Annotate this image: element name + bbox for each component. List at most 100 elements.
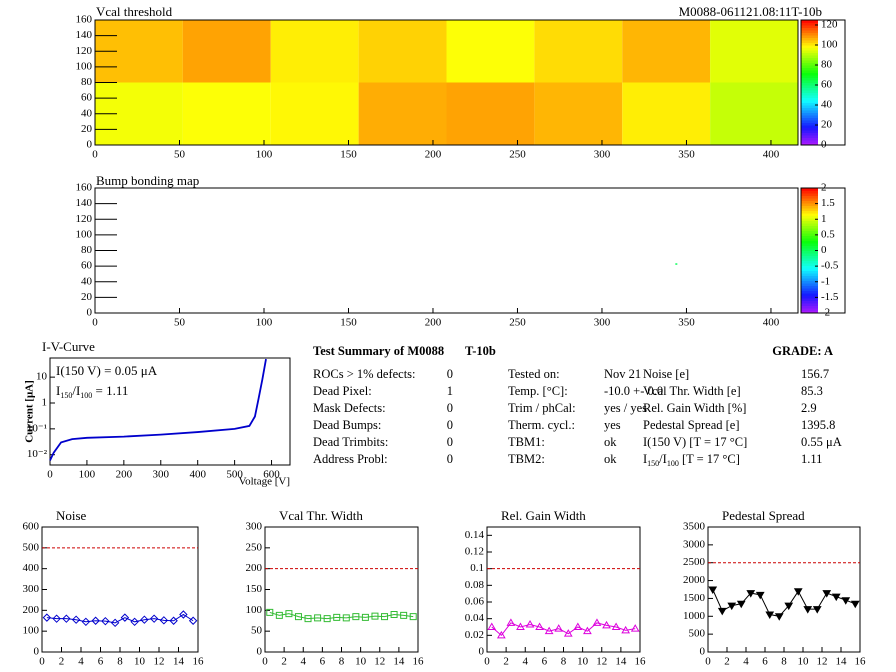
colorbar-segment bbox=[801, 130, 818, 133]
colorbar-segment bbox=[801, 220, 818, 224]
y-tick-label: 3000 bbox=[683, 538, 706, 550]
condition-label: Trim / phCal: bbox=[508, 401, 576, 415]
defect-label: Address Probl: bbox=[313, 452, 388, 466]
data-marker bbox=[850, 600, 860, 609]
colorbar-segment bbox=[801, 290, 818, 294]
colorbar-segment bbox=[801, 65, 818, 68]
data-marker bbox=[275, 611, 283, 619]
defect-value: 0 bbox=[447, 401, 453, 415]
colorbar-segment bbox=[801, 250, 818, 254]
colorbar-segment bbox=[801, 50, 818, 53]
colorbar-segment bbox=[801, 90, 818, 93]
colorbar-segment bbox=[801, 30, 818, 33]
annotation-part: = 1.11 bbox=[92, 383, 128, 398]
result-value: 1.11 bbox=[801, 452, 822, 466]
roc-cell bbox=[710, 82, 798, 145]
colorbar-segment bbox=[801, 288, 818, 291]
roc-cell bbox=[270, 20, 359, 83]
y-tick-label: 120 bbox=[76, 213, 93, 225]
colorbar-segment bbox=[801, 263, 818, 266]
data-marker bbox=[630, 624, 640, 632]
y-tick-label: 20 bbox=[81, 291, 93, 303]
y-tick-label: 100 bbox=[246, 604, 263, 616]
colorbar-segment bbox=[801, 303, 818, 306]
x-tick-label: 50 bbox=[174, 149, 186, 161]
colorbar-segment bbox=[801, 67, 818, 71]
data-marker bbox=[101, 616, 110, 626]
x-tick-label: 4 bbox=[743, 656, 749, 668]
x-tick-label: 250 bbox=[509, 317, 526, 329]
y-tick-label: 50 bbox=[251, 625, 263, 637]
y-tick-label: 120 bbox=[76, 45, 93, 57]
y-tick-label: 0 bbox=[479, 646, 485, 658]
colorbar-segment bbox=[801, 215, 818, 219]
y-tick-label: 100 bbox=[23, 625, 40, 637]
colorbar-segment bbox=[801, 97, 818, 101]
colorbar-segment bbox=[801, 308, 818, 311]
x-tick-label: 14 bbox=[615, 656, 627, 668]
result-value: 2.9 bbox=[801, 401, 817, 415]
roc-cell bbox=[446, 20, 535, 83]
x-tick-label: 400 bbox=[189, 469, 206, 481]
colorbar-segment bbox=[801, 100, 818, 103]
colorbar-segment bbox=[801, 120, 818, 123]
y-tick-label: 160 bbox=[76, 14, 93, 26]
data-marker bbox=[746, 590, 756, 598]
colorbar-segment bbox=[801, 245, 818, 249]
colorbar-segment bbox=[801, 255, 818, 259]
y-tick-label: 150 bbox=[246, 583, 263, 595]
result-label-part: /I bbox=[659, 452, 667, 466]
colorbar-label: 80 bbox=[821, 59, 833, 71]
chart-title: Vcal Thr. Width bbox=[279, 508, 363, 523]
data-line bbox=[269, 611, 414, 620]
data-marker bbox=[621, 625, 631, 634]
y-tick-label: 200 bbox=[23, 604, 40, 616]
x-tick-label: 600 bbox=[263, 469, 280, 481]
plot-frame bbox=[41, 526, 199, 653]
annotation-part: 150 bbox=[60, 391, 72, 400]
data-marker bbox=[91, 616, 100, 625]
x-tick-label: 150 bbox=[340, 317, 357, 329]
y-tick-label: 10⁻¹ bbox=[27, 422, 47, 434]
colorbar-segment bbox=[801, 218, 818, 221]
defect-value: 0 bbox=[447, 367, 453, 381]
result-label: Noise [e] bbox=[643, 367, 689, 381]
x-tick-label: 10 bbox=[355, 656, 367, 668]
x-tick-label: 0 bbox=[705, 656, 711, 668]
colorbar-segment bbox=[801, 55, 818, 58]
colorbar-segment bbox=[801, 110, 818, 113]
colorbar-segment bbox=[801, 85, 818, 88]
condition-label: TBM2: bbox=[508, 452, 545, 466]
data-marker bbox=[71, 615, 81, 624]
colorbar-label: 40 bbox=[821, 99, 833, 111]
colorbar-segment bbox=[801, 72, 818, 76]
data-marker bbox=[487, 622, 497, 630]
colorbar-segment bbox=[801, 107, 818, 111]
roc-cell bbox=[622, 82, 711, 145]
data-marker bbox=[727, 602, 737, 611]
annotation: I150/I100 = 1.11 bbox=[56, 383, 128, 400]
result-label-part: I bbox=[643, 452, 647, 466]
x-tick-label: 300 bbox=[594, 317, 611, 329]
data-marker bbox=[841, 597, 851, 605]
colorbar-segment bbox=[801, 248, 818, 251]
defect-value: 0 bbox=[447, 452, 453, 466]
y-tick-label: 0.08 bbox=[465, 579, 485, 591]
x-tick-label: 300 bbox=[594, 149, 611, 161]
colorbar-segment bbox=[801, 60, 818, 63]
data-marker bbox=[793, 588, 803, 596]
colorbar-segment bbox=[801, 268, 818, 271]
colorbar-segment bbox=[801, 87, 818, 91]
defect-value: 1 bbox=[447, 384, 453, 398]
colorbar-segment bbox=[801, 310, 818, 314]
y-tick-label: 3500 bbox=[683, 521, 706, 533]
annotation-part: I(150 V) = 0.05 μA bbox=[56, 363, 158, 378]
data-marker bbox=[52, 614, 61, 623]
colorbar-segment bbox=[801, 225, 818, 229]
roc-cell bbox=[358, 82, 447, 145]
chart-title: Vcal threshold bbox=[96, 4, 173, 19]
condition-value: Nov 21 bbox=[604, 367, 641, 381]
x-tick-label: 12 bbox=[817, 656, 828, 668]
x-tick-label: 8 bbox=[339, 656, 345, 668]
y-tick-label: 2500 bbox=[683, 556, 706, 568]
